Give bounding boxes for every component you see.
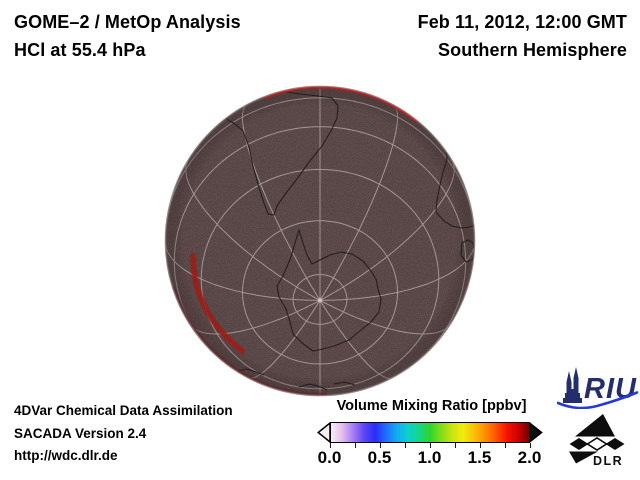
colorbar-tick-label: 1.0 [417,448,442,467]
colorbar-tick [479,443,481,448]
cathedral-icon [563,367,582,403]
credit-line-version: SACADA Version 2.4 [14,425,147,441]
dlr-logo-text: DLR [593,454,623,468]
dlr-emblem-icon [569,414,625,464]
riu-wave-icon [556,391,639,410]
colorbar-overflow-arrow [529,422,543,443]
colorbar-tick [454,443,456,448]
limb-shading [165,86,475,396]
colorbar-tick-label: 2.0 [517,448,542,467]
colorbar-tick [329,443,331,448]
dlr-logo: DLR [562,408,640,470]
credit-line-url: http://wdc.dlr.de [14,448,118,463]
hemisphere-label: Southern Hemisphere [438,40,627,60]
colorbar: Volume Mixing Ratio [ppbv] 0.0 0.5 1.0 1.5 2… [317,398,545,476]
colorbar-tick-label: 0.0 [317,448,342,467]
colorbar-tick [354,443,356,448]
colorbar-gradient [329,422,530,443]
credit-line-assimilation: 4DVar Chemical Data Assimilation [14,403,233,418]
colorbar-tick [504,443,506,448]
datetime-block: Feb 11, 2012, 12:00 GMT Southern Hemisph… [418,8,627,64]
colorbar-title: Volume Mixing Ratio [ppbv] [336,398,527,414]
riu-logo: RIU [556,363,639,410]
limb-outline [164,85,476,397]
species-level-title: HCl at 55.4 hPa [14,40,146,60]
riu-logo-text: RIU [584,373,637,405]
product-title: GOME–2 / MetOp Analysis [14,12,241,32]
colorbar-tick [529,443,531,448]
colorbar-tick [429,443,431,448]
colorbar-tick-label: 1.5 [467,448,492,467]
colorbar-tick [379,443,381,448]
colorbar-tick [404,443,406,448]
colorbar-tick-label: 0.5 [367,448,392,467]
title-block: GOME–2 / MetOp Analysis HCl at 55.4 hPa [14,8,241,64]
credits-block: 4DVar Chemical Data Assimilation SACADA … [14,400,233,468]
analysis-datetime: Feb 11, 2012, 12:00 GMT [417,12,627,32]
hemisphere-map [164,85,476,397]
